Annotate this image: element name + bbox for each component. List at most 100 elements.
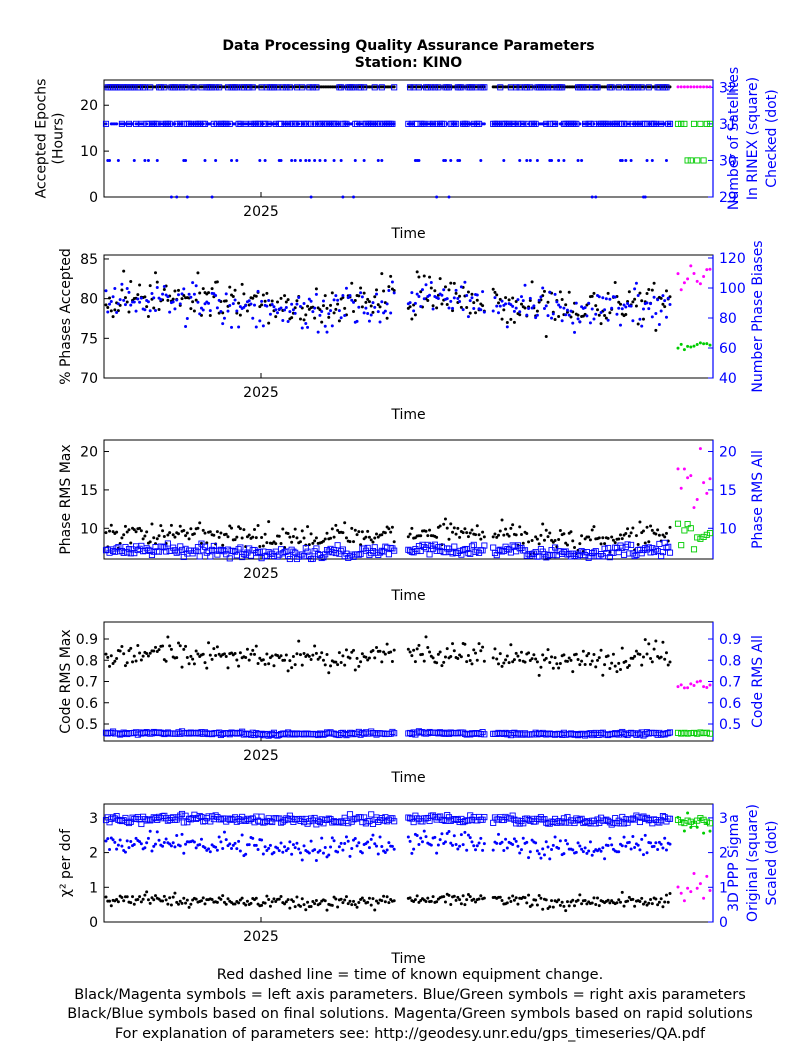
data-point-square (706, 120, 714, 127)
data-point-square (594, 553, 601, 560)
data-point-square (497, 84, 504, 91)
data-point (564, 303, 568, 307)
data-point (106, 837, 110, 841)
data-point (346, 839, 350, 843)
data-point (291, 535, 295, 539)
data-point (544, 656, 548, 660)
data-point (152, 296, 156, 300)
data-point (283, 658, 287, 662)
data-point-square (345, 820, 352, 827)
data-point (461, 894, 465, 898)
data-point (256, 847, 260, 851)
data-point (337, 651, 341, 655)
data-point (512, 898, 516, 902)
data-point-square (590, 549, 598, 556)
data-point (217, 652, 221, 656)
data-point-square (520, 820, 527, 827)
data-point-square (148, 551, 156, 559)
data-point (676, 685, 680, 689)
data-point (350, 903, 354, 907)
data-point (695, 825, 699, 829)
data-point (286, 669, 290, 673)
data-point (217, 835, 221, 839)
data-point (550, 899, 554, 903)
data-point (237, 525, 241, 529)
data-point (594, 195, 598, 199)
data-point (352, 195, 356, 199)
data-point (560, 319, 564, 323)
data-point-square (198, 540, 205, 547)
data-point (178, 644, 182, 648)
data-point (367, 300, 371, 304)
data-point-square (706, 530, 714, 537)
data-point (435, 900, 439, 904)
data-point-square (177, 543, 184, 550)
data-point (412, 309, 416, 313)
data-point (412, 847, 416, 851)
data-point (578, 844, 582, 848)
data-point (649, 302, 653, 306)
data-point (323, 663, 327, 667)
data-point (122, 269, 126, 273)
data-point (599, 849, 603, 853)
data-point (293, 158, 297, 162)
data-point-square (546, 820, 553, 827)
data-point (415, 270, 419, 274)
data-point (309, 532, 313, 536)
data-point (528, 299, 532, 303)
data-point (652, 647, 656, 651)
data-point (141, 537, 145, 541)
data-point (564, 541, 568, 545)
data-point (212, 533, 216, 537)
data-point (459, 285, 463, 289)
data-point (454, 898, 458, 902)
data-point (447, 829, 451, 833)
data-point (344, 895, 348, 899)
footer-line-1: Red dashed line = time of known equipmen… (216, 967, 604, 983)
data-point (505, 321, 509, 325)
data-point (702, 85, 706, 89)
data-point (539, 295, 543, 299)
data-point (320, 309, 324, 313)
data-point (134, 659, 138, 663)
data-point (376, 303, 380, 307)
data-point (267, 662, 271, 666)
data-point-square (246, 84, 253, 91)
data-point (571, 848, 575, 852)
data-point (108, 847, 112, 851)
data-point (603, 663, 607, 667)
data-point (233, 298, 237, 302)
data-point (357, 294, 361, 298)
data-point-square (706, 730, 714, 737)
data-point (562, 904, 566, 908)
data-point (666, 900, 670, 904)
data-point (187, 537, 191, 541)
data-point (240, 896, 244, 900)
data-point-square (652, 546, 659, 553)
data-point (560, 297, 564, 301)
data-point (553, 318, 557, 322)
data-point (125, 287, 129, 291)
data-point (309, 195, 313, 199)
data-point (201, 287, 205, 291)
data-point (413, 301, 417, 305)
data-point (431, 304, 435, 308)
data-point (676, 815, 680, 819)
data-point (663, 299, 667, 303)
data-point (645, 851, 649, 855)
data-point (509, 900, 513, 904)
data-point (708, 829, 712, 833)
data-point (534, 841, 538, 845)
data-point (208, 850, 212, 854)
x-tick-label: 2025 (243, 204, 279, 220)
data-point (578, 320, 582, 324)
data-point (136, 643, 140, 647)
data-point (364, 300, 368, 304)
data-point (254, 644, 258, 648)
data-point (300, 529, 304, 533)
x-axis-label: Time (390, 951, 425, 967)
data-point (424, 635, 428, 639)
data-point (500, 518, 504, 522)
data-point (420, 652, 424, 656)
